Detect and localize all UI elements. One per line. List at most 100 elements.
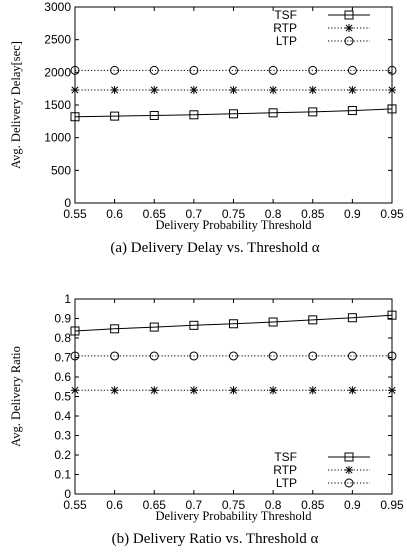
data-point-tsf	[110, 324, 120, 334]
y-tick-label: 0.8	[54, 331, 71, 345]
y-axis-label: Avg. Delivery Ratio	[9, 346, 23, 447]
data-point-tsf	[70, 112, 80, 122]
data-point-ltp	[387, 351, 397, 361]
y-tick-label: 0	[64, 487, 71, 501]
data-point-ltp	[347, 65, 357, 75]
legend-marker-ltp	[344, 478, 354, 488]
data-point-rtp	[110, 386, 119, 395]
y-tick-label: 0.7	[54, 351, 71, 365]
legend-label-rtp: RTP	[273, 21, 297, 35]
y-tick-label: 0.5	[54, 390, 71, 404]
data-point-rtp	[150, 85, 159, 94]
y-tick-label: 1500	[44, 98, 71, 112]
y-tick-label: 0.1	[54, 468, 71, 482]
x-tick-label: 0.7	[186, 207, 203, 221]
figure-caption: (b) Delivery Ratio vs. Threshold α	[112, 531, 319, 547]
data-point-rtp	[229, 386, 238, 395]
data-point-rtp	[308, 386, 317, 395]
x-tick-label: 0.6	[106, 207, 123, 221]
plot-frame	[74, 6, 393, 204]
y-tick-label: 0.6	[54, 370, 71, 384]
x-axis-label: Delivery Probability Threshold	[156, 509, 313, 523]
y-tick-label: 500	[51, 163, 71, 177]
data-point-tsf	[308, 107, 318, 117]
x-tick-label: 0.85	[301, 498, 325, 512]
series-ltp	[70, 351, 397, 361]
legend-marker-tsf	[344, 10, 354, 20]
data-point-rtp	[150, 386, 159, 395]
data-point-rtp	[348, 386, 357, 395]
data-point-tsf	[110, 111, 120, 121]
data-point-tsf	[189, 320, 199, 330]
data-point-ltp	[268, 65, 278, 75]
series-tsf	[70, 104, 397, 122]
data-point-tsf	[268, 108, 278, 118]
legend-marker-rtp	[345, 466, 353, 474]
series-line-tsf	[74, 314, 393, 332]
data-point-ltp	[149, 65, 159, 75]
data-point-rtp	[71, 85, 79, 94]
x-tick-label: 0.75	[222, 498, 246, 512]
data-point-ltp	[387, 65, 397, 75]
x-tick-label: 0.65	[143, 498, 167, 512]
data-point-tsf	[347, 313, 357, 323]
legend-marker-tsf	[344, 452, 354, 462]
data-point-rtp	[71, 386, 79, 395]
y-tick-label: 0	[64, 196, 71, 210]
data-point-rtp	[110, 85, 119, 94]
data-point-ltp	[308, 351, 318, 361]
legend-marker-rtp	[345, 24, 353, 32]
y-tick-label: 3000	[44, 0, 71, 14]
series-tsf	[70, 310, 397, 336]
data-point-rtp	[229, 85, 238, 94]
data-point-rtp	[269, 85, 278, 94]
legend-label-ltp: LTP	[276, 34, 297, 48]
x-tick-label: 0.65	[143, 207, 167, 221]
y-tick-label: 0.4	[54, 409, 71, 423]
data-point-ltp	[189, 351, 199, 361]
data-point-rtp	[348, 85, 357, 94]
legend-label-rtp: RTP	[273, 463, 297, 477]
data-point-ltp	[110, 65, 120, 75]
x-tick-label: 0.95	[380, 207, 404, 221]
data-point-tsf	[387, 310, 397, 320]
data-point-tsf	[189, 110, 199, 120]
series-ltp	[70, 65, 397, 75]
x-axis-label: Delivery Probability Threshold	[156, 218, 313, 232]
series-rtp	[71, 386, 396, 395]
x-tick-label: 0.85	[301, 207, 325, 221]
data-point-rtp	[269, 386, 278, 395]
legend-label-ltp: LTP	[276, 476, 297, 490]
y-tick-label: 2500	[44, 33, 71, 47]
data-point-ltp	[70, 351, 80, 361]
data-point-rtp	[388, 386, 396, 395]
data-point-rtp	[189, 85, 198, 94]
data-point-rtp	[308, 85, 317, 94]
series-rtp	[71, 85, 396, 94]
data-point-tsf	[149, 322, 159, 332]
series-line-tsf	[74, 108, 393, 118]
data-point-ltp	[308, 65, 318, 75]
figure-caption: (a) Delivery Delay vs. Threshold α	[110, 240, 319, 256]
x-tick-label: 0.9	[344, 498, 361, 512]
data-point-rtp	[189, 386, 198, 395]
y-axis-label: Avg. Delivery Delay[sec]	[9, 41, 23, 169]
x-tick-label: 0.6	[106, 498, 123, 512]
data-point-tsf	[308, 315, 318, 325]
legend-label-tsf: TSF	[274, 8, 297, 22]
x-tick-label: 0.8	[265, 498, 282, 512]
data-point-tsf	[268, 317, 278, 327]
data-point-tsf	[347, 106, 357, 116]
data-point-ltp	[347, 351, 357, 361]
y-tick-label: 0.9	[54, 312, 71, 326]
data-point-ltp	[70, 65, 80, 75]
y-tick-label: 0.2	[54, 448, 71, 462]
data-point-tsf	[229, 319, 238, 329]
data-point-ltp	[229, 65, 238, 75]
data-point-ltp	[189, 65, 199, 75]
x-tick-label: 0.9	[344, 207, 361, 221]
x-tick-label: 0.95	[380, 498, 404, 512]
data-point-ltp	[110, 351, 120, 361]
data-point-tsf	[387, 104, 397, 114]
